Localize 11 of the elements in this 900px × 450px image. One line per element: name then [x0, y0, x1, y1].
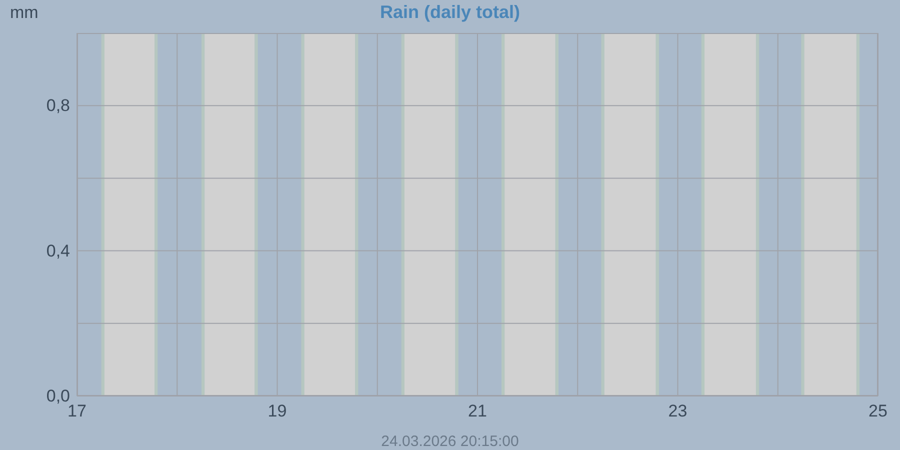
y-axis-title: mm: [10, 3, 38, 22]
x-tick-label: 17: [68, 401, 86, 420]
x-tick-label: 25: [868, 401, 888, 420]
chart-title: Rain (daily total): [380, 2, 520, 22]
y-tick-label: 0,8: [46, 96, 70, 116]
y-tick-label: 0,0: [46, 386, 70, 406]
x-tick-label: 19: [268, 401, 287, 420]
x-tick-label: 21: [468, 401, 487, 420]
y-tick-label: 0,4: [46, 241, 70, 260]
x-tick-label: 23: [668, 401, 688, 420]
text: 24.03.2026 20:15:00: [381, 433, 519, 450]
